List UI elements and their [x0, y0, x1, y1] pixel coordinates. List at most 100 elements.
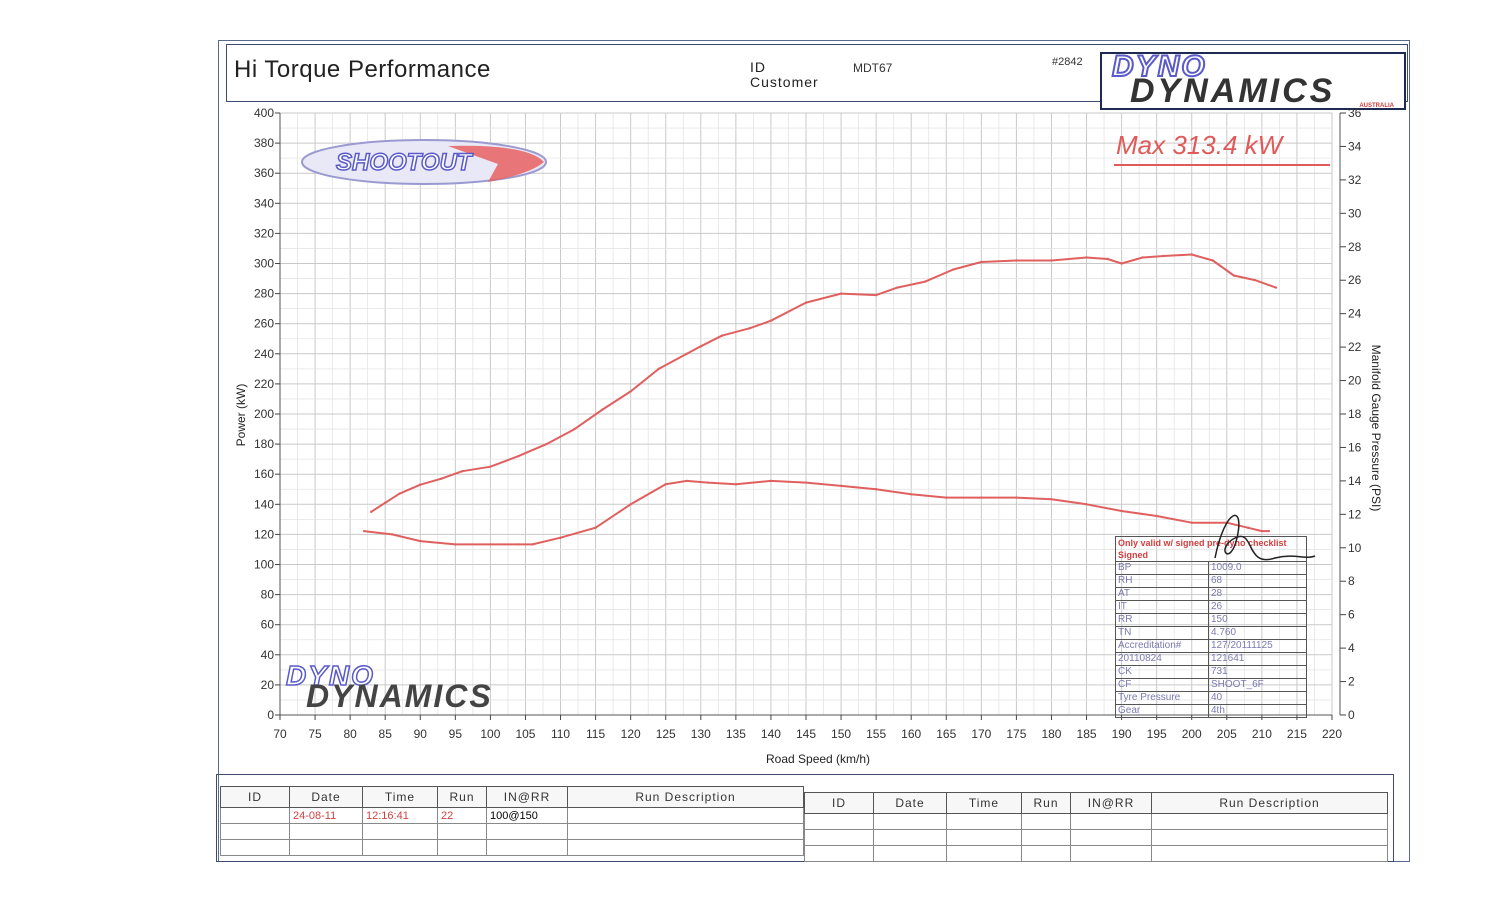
run-row[interactable] — [804, 829, 1388, 846]
run-cell — [437, 839, 487, 856]
power-point — [573, 427, 576, 431]
run-row[interactable] — [804, 813, 1388, 830]
pressure-point — [980, 496, 983, 499]
conditions-key: Tyre Pressure — [1115, 691, 1209, 705]
pressure-point — [1267, 529, 1271, 533]
y-tick-label: 260 — [254, 317, 274, 331]
y-tick-label: 0 — [267, 708, 274, 722]
power-point — [699, 345, 702, 348]
y-tick-label: 160 — [254, 467, 274, 481]
runs-header-cell: ID — [220, 786, 290, 808]
x-tick-label: 200 — [1182, 727, 1202, 741]
y2-tick-label: 6 — [1348, 608, 1355, 622]
power-point — [1120, 262, 1123, 265]
runs-header-cell: Run — [1021, 792, 1071, 814]
customer-label: Customer — [750, 74, 819, 90]
run-cell — [567, 823, 804, 840]
pressure-point — [454, 543, 457, 546]
y-tick-label: 380 — [254, 136, 274, 150]
run-cell — [873, 813, 947, 830]
power-point — [839, 292, 843, 295]
pressure-point — [1015, 496, 1018, 499]
runs-header-row: ID Date Time Run IN@RR Run Description — [220, 786, 804, 808]
x-tick-label: 220 — [1322, 727, 1342, 741]
run-cell — [1021, 813, 1071, 830]
conditions-row: RR 150 — [1115, 613, 1307, 627]
power-point — [1050, 259, 1053, 262]
conditions-table: Only valid w/ signed pre-dyno checklist … — [1115, 536, 1307, 718]
x-tick-label: 145 — [796, 727, 816, 741]
conditions-value: 68 — [1208, 574, 1307, 588]
signature-stroke — [1214, 514, 1316, 561]
x-tick-label: 120 — [621, 727, 641, 741]
conditions-row: CF SHOOT_6F — [1115, 678, 1307, 692]
x-tick-label: 70 — [273, 727, 287, 741]
power-point — [545, 442, 548, 446]
pressure-point — [1120, 509, 1123, 513]
conditions-key: IT — [1115, 600, 1209, 614]
y-tick-label: 80 — [261, 588, 275, 602]
runs-header-cell: Date — [289, 786, 363, 808]
power-point — [629, 390, 632, 393]
shootout-logo: SHOOTOUT — [301, 139, 547, 185]
runs-table-left: ID Date Time Run IN@RR Run Description 24-08-1… — [220, 786, 804, 856]
run-cell — [946, 829, 1022, 846]
run-cell — [946, 813, 1022, 830]
run-cell — [1021, 829, 1071, 846]
power-point — [369, 510, 373, 514]
watermark-dynamics-text: DYNAMICS — [306, 678, 493, 714]
x-tick-label: 155 — [866, 727, 886, 741]
y-tick-label: 280 — [254, 287, 274, 301]
y2-tick-label: 30 — [1348, 206, 1362, 220]
runs-header-cell: Time — [946, 792, 1022, 814]
run-row[interactable] — [220, 839, 804, 856]
sheet-header — [226, 44, 1408, 102]
run-cell — [1070, 845, 1152, 862]
x-tick-label: 185 — [1077, 727, 1097, 741]
run-row[interactable] — [804, 845, 1388, 862]
pressure-point — [1050, 498, 1053, 501]
run-cell — [804, 829, 874, 846]
x-tick-label: 85 — [379, 727, 393, 741]
watermark-dyno-text: DYNO — [285, 659, 375, 692]
pressure-point — [1085, 503, 1088, 506]
power-point — [1211, 259, 1214, 262]
max-power-label: Max 313.4 kW — [1116, 130, 1283, 160]
pressure-point — [910, 493, 913, 496]
run-cell — [873, 829, 947, 846]
pressure-point — [1190, 521, 1193, 524]
run-row[interactable]: 24-08-11 12:16:41 22 100@150 — [220, 807, 804, 824]
conditions-row: Gear 4th — [1115, 704, 1307, 718]
power-point — [1274, 286, 1278, 289]
logo-sub-text: AUSTRALIA — [1359, 103, 1394, 109]
runs-header-cell: ID — [804, 792, 874, 814]
conditions-row: 20110824 121641 — [1115, 652, 1307, 666]
run-cell — [946, 845, 1022, 862]
y-tick-label: 360 — [254, 166, 274, 180]
power-point — [895, 286, 899, 289]
y-tick-label: 100 — [254, 558, 274, 572]
conditions-value: 150 — [1208, 613, 1307, 627]
x-tick-label: 165 — [936, 727, 956, 741]
x-tick-label: 95 — [449, 727, 463, 741]
power-point — [398, 492, 401, 495]
power-point — [1015, 259, 1018, 262]
power-point — [685, 352, 688, 355]
run-cell — [1070, 829, 1152, 846]
run-row[interactable] — [220, 823, 804, 840]
runs-frame — [216, 774, 1394, 862]
run-cell — [289, 839, 363, 856]
power-point — [924, 280, 927, 283]
y2-tick-label: 34 — [1348, 139, 1362, 153]
run-cell — [220, 823, 290, 840]
run-cell — [362, 839, 438, 856]
y2-tick-label: 26 — [1348, 273, 1362, 287]
y-tick-label: 240 — [254, 347, 274, 361]
sheet-number: #2842 — [1052, 56, 1083, 68]
run-cell — [804, 813, 874, 830]
id-label: ID — [750, 59, 766, 75]
y-tick-label: 340 — [254, 196, 274, 210]
x-tick-label: 135 — [726, 727, 746, 741]
power-point — [769, 319, 773, 322]
x-tick-label: 100 — [480, 727, 500, 741]
